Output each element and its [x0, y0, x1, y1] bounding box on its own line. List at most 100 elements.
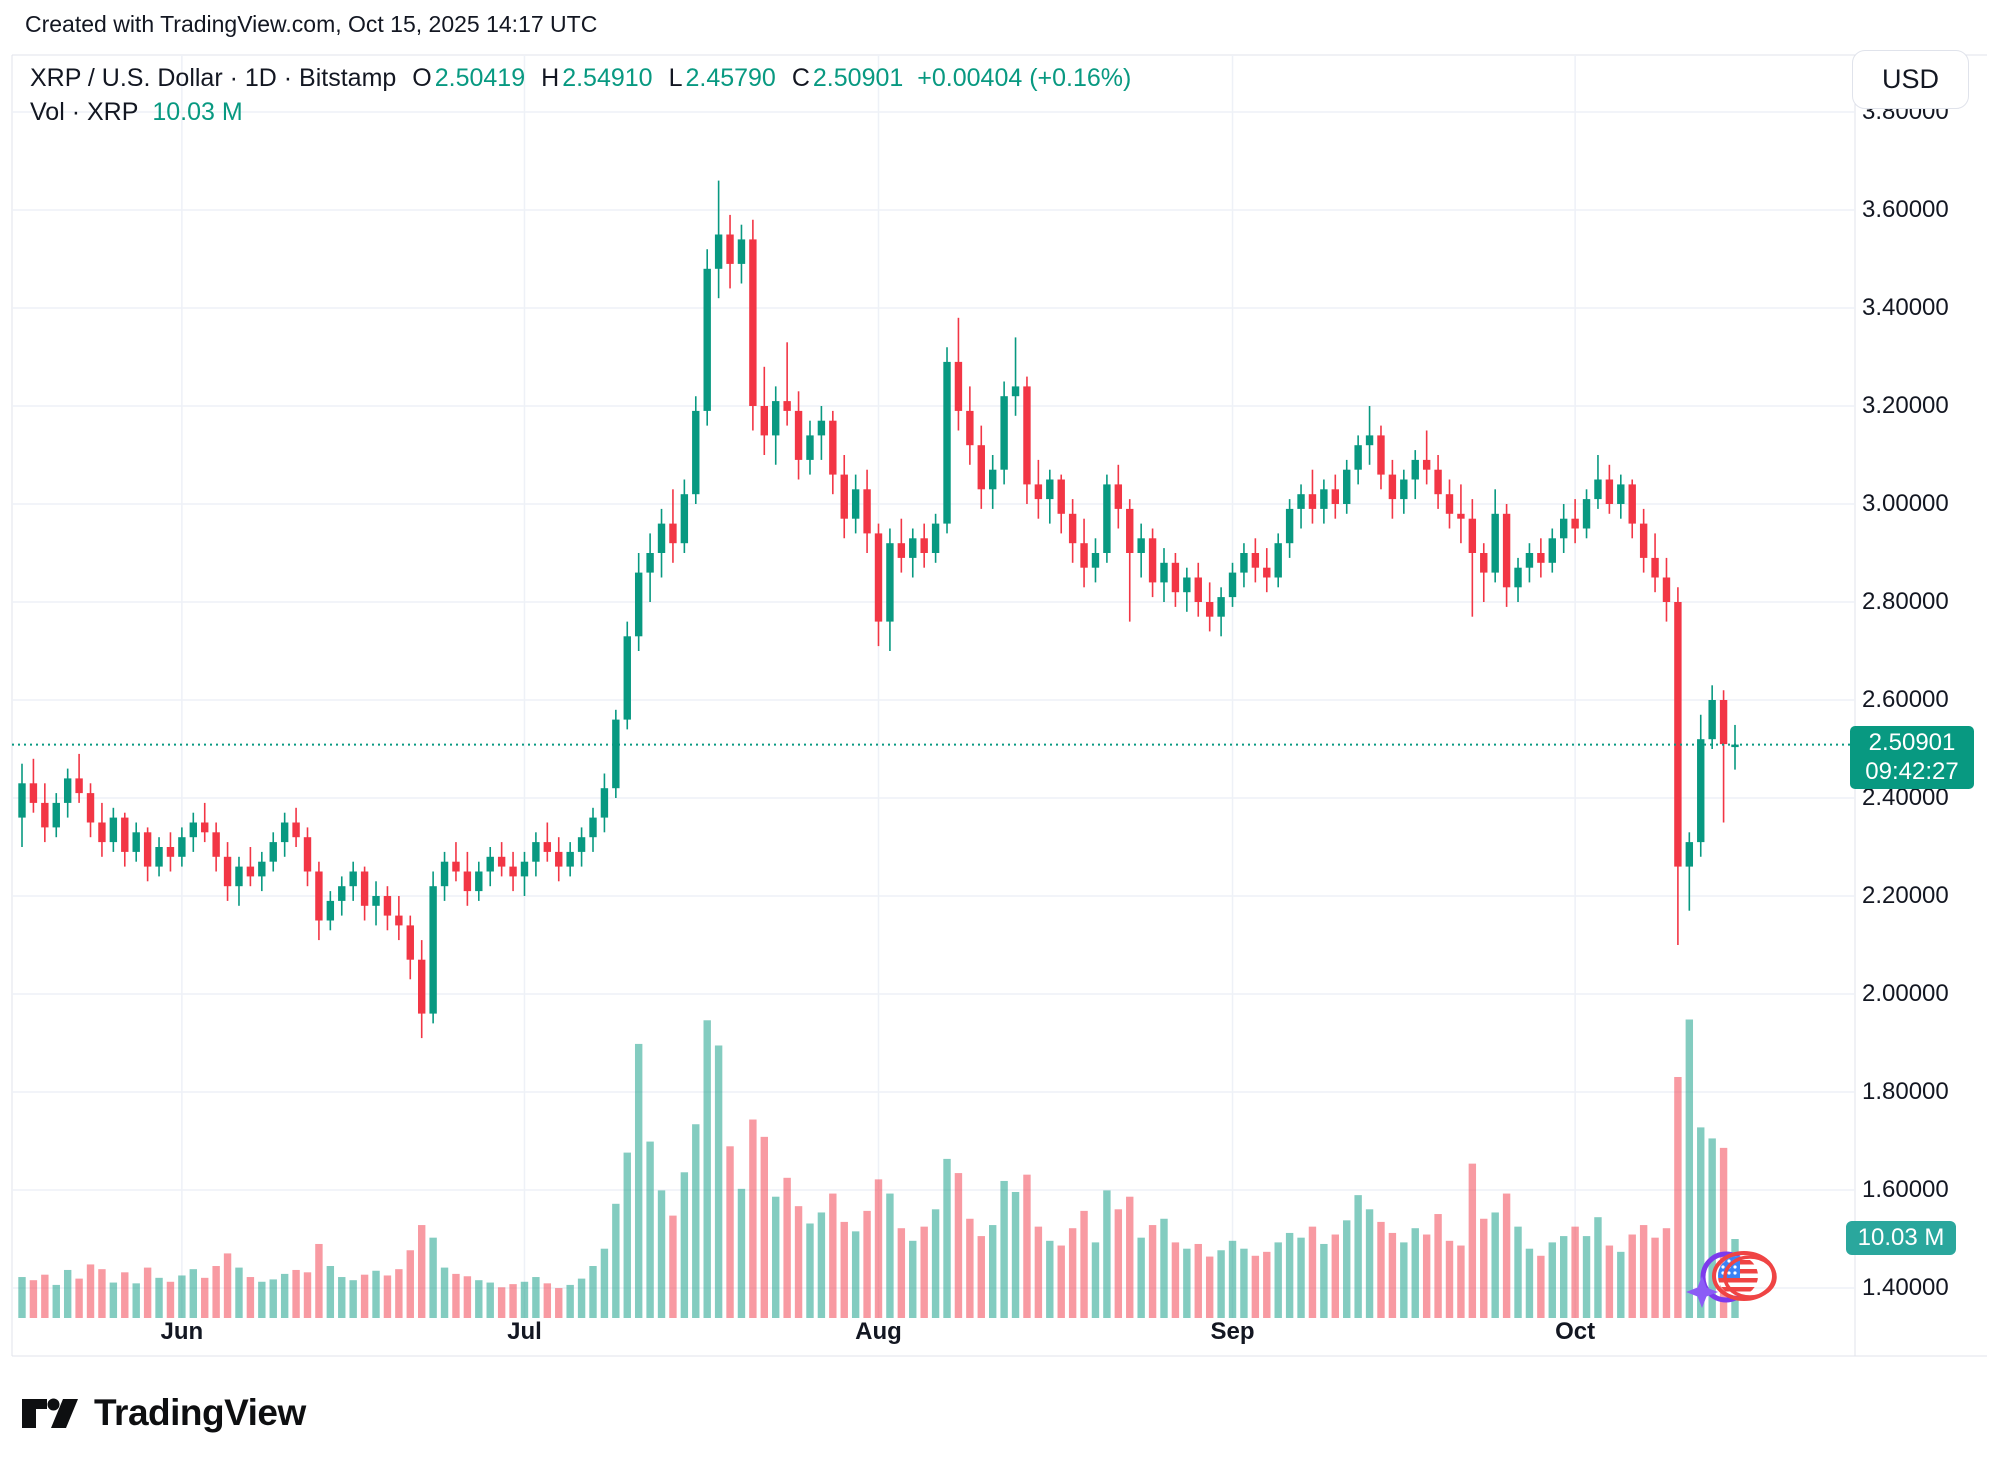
volume-bar [1537, 1255, 1545, 1318]
volume-bar [1240, 1248, 1248, 1318]
candle-body [1377, 435, 1385, 475]
candle-body [212, 832, 220, 857]
candle-body [1023, 386, 1031, 485]
volume-bar [1331, 1234, 1339, 1318]
candle-body [1297, 494, 1305, 509]
chart-legend[interactable]: XRP / U.S. Dollar · 1D · Bitstamp O 2.5041… [30, 61, 1131, 129]
volume-bar [1057, 1245, 1065, 1318]
volume-bar [41, 1274, 49, 1318]
candle-body [1080, 543, 1088, 568]
candle-body [977, 445, 985, 490]
volume-bar [189, 1269, 197, 1318]
volume-bar [1263, 1251, 1271, 1318]
volume-bar [29, 1280, 38, 1318]
candle-body [1480, 553, 1488, 573]
candle-body [1034, 484, 1043, 500]
candle-body [760, 406, 768, 436]
volume-bar [783, 1177, 791, 1318]
ohlc-letter: H [541, 64, 560, 92]
candle-body [1731, 744, 1739, 748]
candle-body [1194, 577, 1202, 602]
volume-bar [623, 1152, 631, 1318]
candle-body [840, 474, 848, 519]
candle-body [315, 871, 323, 921]
price-axis-label: 1.60000 [1862, 1176, 1949, 1203]
price-axis-label: 1.80000 [1862, 1078, 1949, 1105]
candle-body [1697, 739, 1705, 843]
candle-body [1514, 567, 1522, 588]
volume-bar [132, 1283, 140, 1318]
candle-body [235, 866, 243, 887]
volume-bar [1354, 1195, 1362, 1318]
candle-body [338, 886, 346, 901]
volume-bar [52, 1284, 60, 1318]
price-axis-label: 2.20000 [1862, 882, 1949, 909]
candle-body [1285, 508, 1294, 544]
candle-body [943, 361, 951, 524]
price-axis-label: 2.80000 [1862, 588, 1949, 615]
volume-bar [1103, 1190, 1111, 1318]
candle-body [1183, 577, 1191, 593]
volume-bar [178, 1275, 186, 1318]
volume-bar [692, 1124, 700, 1318]
volume-bar [63, 1269, 72, 1318]
candle-body [634, 572, 643, 637]
volume-bar [989, 1225, 997, 1318]
candle-body [372, 896, 380, 906]
candle-body [1308, 494, 1317, 509]
candle-body [486, 856, 494, 872]
volume-bar [246, 1277, 255, 1318]
candle-body [201, 822, 209, 833]
volume-bar [280, 1273, 289, 1318]
volume-bar [121, 1272, 129, 1318]
volume-legend-row[interactable]: Vol · XRP 10.03 M [30, 95, 1131, 129]
volume-legend-value: 10.03 M [152, 98, 243, 126]
volume-bar [520, 1281, 529, 1318]
volume-bar [966, 1218, 974, 1318]
candle-body [726, 234, 734, 264]
volume-bar [292, 1269, 300, 1318]
candle-body [806, 435, 814, 460]
candle-body [98, 822, 106, 843]
volume-bar [760, 1136, 768, 1318]
volume-bar [1548, 1242, 1556, 1318]
candle-body [749, 239, 757, 406]
candle-body [18, 783, 26, 818]
candle-body [1582, 499, 1591, 529]
candle-body [1594, 479, 1602, 500]
candle-body [246, 866, 255, 877]
symbol-legend-row[interactable]: XRP / U.S. Dollar · 1D · Bitstamp O 2.5041… [30, 61, 1131, 95]
volume-bar [577, 1278, 586, 1318]
volume-bar [223, 1253, 232, 1318]
candle-body [86, 793, 95, 823]
volume-bar [1343, 1220, 1351, 1318]
volume-bar [98, 1269, 106, 1318]
volume-bar [235, 1267, 243, 1318]
tradingview-footer-link[interactable]: TradingView [22, 1392, 306, 1434]
volume-bar [909, 1240, 917, 1318]
volume-bar [418, 1225, 426, 1318]
volume-bar [1480, 1218, 1488, 1318]
candle-body [657, 523, 666, 553]
candle-body [543, 842, 552, 852]
volume-bar [1000, 1180, 1008, 1318]
candle-body [1171, 562, 1180, 593]
ohlc-values: O 2.50419 H 2.54910 L 2.45790 C 2.50901 [396, 64, 903, 92]
volume-bar [497, 1287, 506, 1318]
volume-bar [543, 1283, 552, 1318]
volume-bar [303, 1272, 312, 1318]
currency-toggle-button[interactable]: USD [1852, 50, 1969, 109]
candle-body [1605, 479, 1614, 504]
candle-body [155, 847, 163, 867]
candle-body [509, 866, 517, 877]
volume-bar [943, 1158, 951, 1318]
candle-body [1560, 518, 1568, 539]
candle-body [1251, 553, 1260, 568]
volume-bar [806, 1223, 814, 1318]
symbol-title[interactable]: XRP / U.S. Dollar · 1D · Bitstamp [30, 64, 397, 92]
candle-body [143, 832, 152, 867]
candle-body [1274, 543, 1282, 578]
candle-body [1057, 479, 1065, 514]
